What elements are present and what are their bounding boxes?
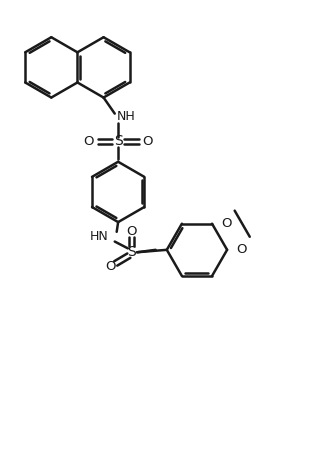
Text: O: O — [84, 135, 94, 148]
Text: O: O — [106, 260, 116, 273]
Text: O: O — [126, 226, 137, 238]
Text: O: O — [221, 217, 231, 230]
Text: HN: HN — [90, 230, 108, 243]
Text: S: S — [127, 245, 136, 259]
Text: O: O — [142, 135, 152, 148]
Text: S: S — [114, 134, 122, 148]
Text: O: O — [236, 244, 246, 256]
Text: NH: NH — [117, 110, 136, 123]
